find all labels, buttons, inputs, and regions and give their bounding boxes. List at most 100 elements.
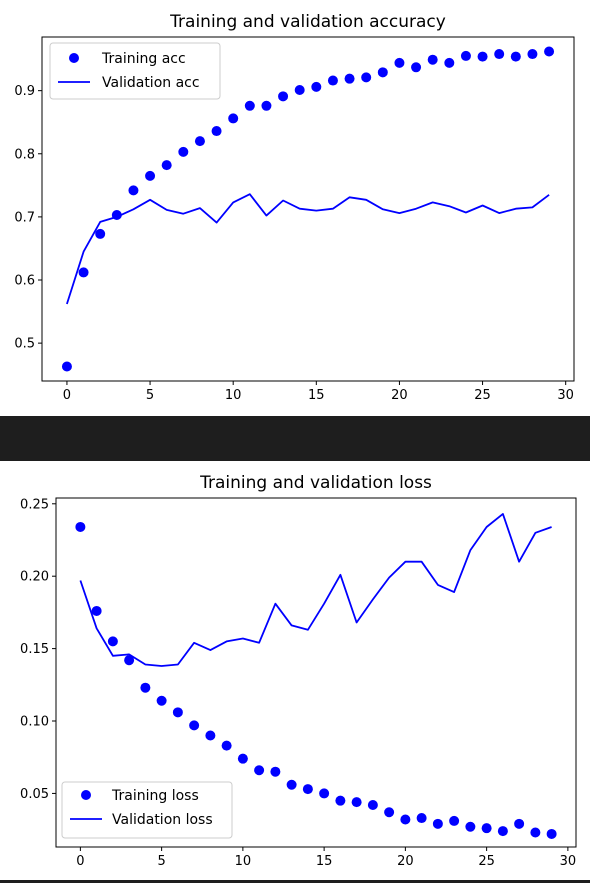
data-point-training-loss bbox=[449, 815, 460, 826]
x-tick-label: 30 bbox=[560, 854, 577, 869]
data-point-training-acc bbox=[361, 72, 372, 83]
data-point-training-acc bbox=[344, 73, 355, 84]
legend: Training loss Validation loss bbox=[61, 781, 233, 839]
data-point-training-loss bbox=[481, 823, 492, 834]
data-point-training-loss bbox=[91, 605, 102, 616]
series-line-validation-acc bbox=[66, 193, 550, 305]
x-tick-label: 25 bbox=[478, 854, 495, 869]
data-point-training-loss bbox=[530, 827, 541, 838]
y-tick-label: 0.9 bbox=[14, 84, 35, 99]
y-axis: 0.05 0.10 0.15 0.20 0.25 bbox=[20, 497, 56, 802]
x-tick-label: 15 bbox=[316, 854, 333, 869]
data-point-training-acc bbox=[244, 100, 255, 111]
x-tick-label: 10 bbox=[225, 388, 242, 403]
data-point-training-acc bbox=[411, 62, 422, 73]
data-point-training-loss bbox=[75, 521, 86, 532]
data-point-training-loss bbox=[172, 707, 183, 718]
x-tick-label: 20 bbox=[391, 388, 408, 403]
legend-label-training-acc: Training acc bbox=[101, 51, 186, 67]
data-point-training-acc bbox=[178, 146, 189, 157]
x-tick-label: 0 bbox=[63, 388, 71, 403]
data-point-training-loss bbox=[107, 636, 118, 647]
data-point-training-loss bbox=[302, 784, 313, 795]
data-point-training-acc bbox=[294, 85, 305, 96]
data-point-training-acc bbox=[261, 100, 272, 111]
data-point-training-loss bbox=[319, 788, 330, 799]
y-tick-label: 0.5 bbox=[14, 337, 35, 352]
data-point-training-acc bbox=[477, 51, 488, 62]
data-point-training-loss bbox=[140, 682, 151, 693]
data-point-training-loss bbox=[514, 818, 525, 829]
x-tick-label: 5 bbox=[146, 388, 154, 403]
chart-title: Training and validation accuracy bbox=[169, 12, 446, 32]
data-point-training-acc bbox=[228, 113, 239, 124]
legend-label-training-loss: Training loss bbox=[111, 788, 199, 804]
data-point-training-loss bbox=[416, 813, 427, 824]
data-point-training-acc bbox=[460, 50, 471, 61]
series-line-validation-loss bbox=[79, 513, 552, 667]
legend: Training acc Validation acc bbox=[49, 42, 221, 100]
data-point-training-acc bbox=[95, 228, 106, 239]
data-point-training-loss bbox=[221, 740, 232, 751]
data-point-training-loss bbox=[189, 720, 200, 731]
accuracy-figure: Training and validation accuracy 0 5 10 15 2… bbox=[0, 0, 590, 416]
data-point-training-loss bbox=[497, 826, 508, 837]
legend-frame bbox=[49, 42, 221, 100]
y-tick-label: 0.25 bbox=[20, 497, 49, 512]
data-point-training-acc bbox=[61, 361, 72, 372]
data-point-training-loss bbox=[546, 828, 557, 839]
data-point-training-loss bbox=[400, 814, 411, 825]
legend-label-validation-acc: Validation acc bbox=[102, 75, 200, 91]
x-axis: 0 5 10 15 20 25 30 bbox=[76, 847, 576, 869]
plot-area bbox=[75, 513, 557, 839]
x-tick-label: 0 bbox=[76, 854, 84, 869]
y-tick-label: 0.15 bbox=[20, 642, 49, 657]
legend-label-validation-loss: Validation loss bbox=[112, 812, 213, 828]
x-tick-label: 30 bbox=[557, 388, 574, 403]
data-point-training-acc bbox=[327, 75, 338, 86]
x-tick-label: 25 bbox=[474, 388, 491, 403]
data-point-training-loss bbox=[367, 800, 378, 811]
data-point-training-acc bbox=[544, 46, 555, 57]
x-tick-label: 15 bbox=[308, 388, 325, 403]
data-point-training-loss bbox=[270, 766, 281, 777]
data-point-training-acc bbox=[510, 51, 521, 62]
data-point-training-acc bbox=[78, 267, 89, 278]
data-point-training-acc bbox=[145, 170, 156, 181]
data-point-training-acc bbox=[161, 160, 172, 171]
loss-figure: Training and validation loss 0 5 10 15 20 25 3… bbox=[0, 461, 590, 880]
plot-area bbox=[61, 46, 555, 372]
data-point-training-acc bbox=[128, 185, 139, 196]
data-point-training-acc bbox=[444, 57, 455, 68]
data-point-training-loss bbox=[432, 818, 443, 829]
data-point-training-loss bbox=[205, 730, 216, 741]
y-tick-label: 0.05 bbox=[20, 787, 49, 802]
loss-chart: Training and validation loss 0 5 10 15 20 25 3… bbox=[20, 473, 577, 869]
data-point-training-loss bbox=[465, 821, 476, 832]
x-tick-label: 5 bbox=[157, 854, 165, 869]
data-point-training-loss bbox=[351, 797, 362, 808]
data-point-training-acc bbox=[377, 67, 388, 78]
y-tick-label: 0.6 bbox=[14, 274, 35, 289]
data-point-training-acc bbox=[194, 136, 205, 147]
x-tick-label: 20 bbox=[397, 854, 414, 869]
data-point-training-loss bbox=[156, 695, 167, 706]
data-point-training-loss bbox=[335, 795, 346, 806]
y-tick-label: 0.7 bbox=[14, 210, 35, 225]
data-point-training-loss bbox=[124, 655, 135, 666]
legend-marker-training-acc bbox=[69, 53, 79, 63]
accuracy-chart: Training and validation accuracy 0 5 10 15 2… bbox=[14, 12, 575, 403]
legend-marker-training-loss bbox=[81, 790, 91, 800]
data-point-training-acc bbox=[527, 49, 538, 60]
data-point-training-acc bbox=[211, 126, 222, 137]
data-point-training-loss bbox=[384, 807, 395, 818]
y-axis: 0.5 0.6 0.7 0.8 0.9 bbox=[14, 84, 42, 352]
data-point-training-acc bbox=[278, 91, 289, 102]
legend-frame bbox=[61, 781, 233, 839]
chart-title: Training and validation loss bbox=[199, 473, 432, 493]
data-point-training-acc bbox=[494, 49, 505, 60]
x-tick-label: 10 bbox=[235, 854, 252, 869]
data-point-training-acc bbox=[427, 54, 438, 65]
y-tick-label: 0.8 bbox=[14, 147, 35, 162]
data-point-training-loss bbox=[286, 779, 297, 790]
